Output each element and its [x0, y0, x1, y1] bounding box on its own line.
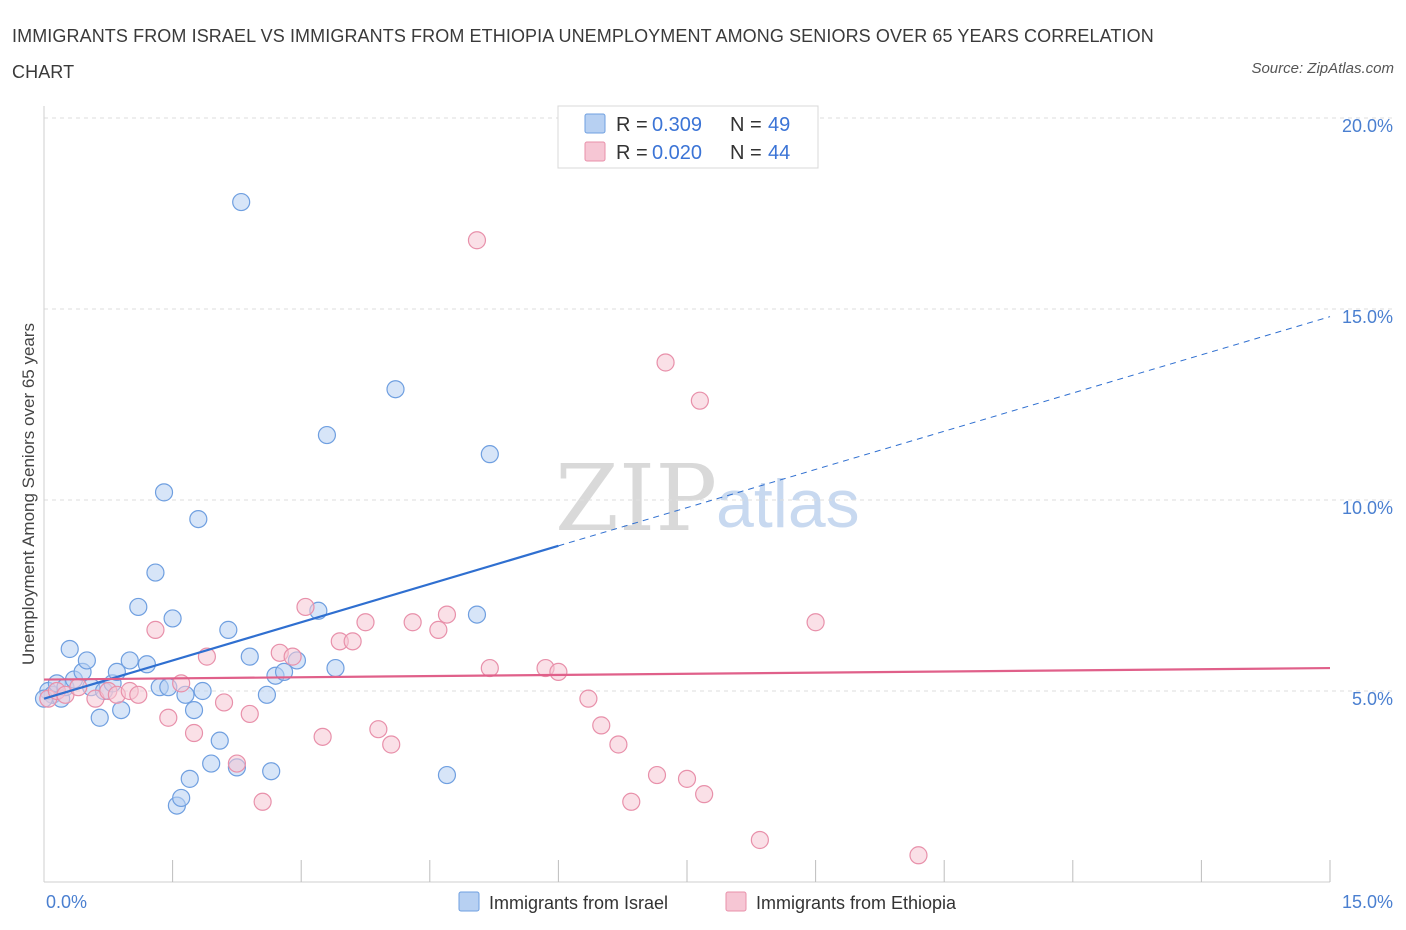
- point-israel: [317, 425, 337, 445]
- legend-n-value-ethiopia: 44: [768, 142, 790, 164]
- point-israel: [480, 445, 499, 464]
- trend-lines: [43, 316, 1331, 700]
- point-ethiopia: [677, 769, 697, 788]
- point-israel: [154, 483, 174, 502]
- point-israel: [77, 651, 96, 670]
- point-ethiopia: [909, 846, 928, 865]
- point-ethiopia: [240, 704, 259, 724]
- legend-swatch-israel: [584, 113, 606, 134]
- point-ethiopia: [437, 605, 457, 624]
- y-tick-label: 20.0%: [1342, 116, 1393, 136]
- point-ethiopia: [806, 613, 825, 632]
- point-israel: [326, 658, 345, 678]
- point-ethiopia: [429, 620, 448, 639]
- point-ethiopia: [369, 720, 388, 739]
- point-ethiopia: [343, 632, 362, 651]
- point-ethiopia: [579, 689, 598, 708]
- point-israel: [467, 605, 487, 624]
- point-ethiopia: [283, 647, 302, 666]
- stats-legend: R = 0.309 N = 49 R = 0.020 N = 44: [557, 105, 819, 169]
- point-ethiopia: [146, 620, 165, 639]
- point-ethiopia: [129, 685, 148, 704]
- x-ticks: [172, 860, 1331, 882]
- trend-line-israel-extension: [558, 316, 1331, 547]
- point-israel: [146, 563, 165, 582]
- point-israel: [172, 788, 191, 808]
- series-legend-swatch-israel: [458, 891, 480, 912]
- point-israel: [129, 597, 148, 617]
- point-ethiopia: [403, 613, 422, 632]
- point-ethiopia: [214, 693, 234, 712]
- x-tick-label: 0.0%: [46, 892, 87, 912]
- legend-n-value-israel: 49: [768, 114, 790, 136]
- point-ethiopia: [382, 735, 401, 754]
- series-legend-label-ethiopia: Immigrants from Ethiopia: [756, 893, 957, 913]
- point-israel: [163, 609, 182, 628]
- legend-r-label-ethiopia: R =: [616, 142, 648, 164]
- y-axis-label: Unemployment Among Seniors over 65 years: [19, 323, 38, 665]
- legend-swatch-ethiopia: [584, 141, 606, 162]
- point-israel: [184, 700, 204, 720]
- point-israel: [189, 509, 208, 529]
- point-ethiopia: [622, 792, 641, 811]
- chart-source: Source: ZipAtlas.com: [1251, 60, 1394, 77]
- watermark-zip: ZIP: [555, 445, 717, 552]
- point-ethiopia: [467, 231, 487, 250]
- legend-r-label-israel: R =: [616, 114, 648, 136]
- point-ethiopia: [656, 353, 675, 372]
- legend-r-value-ethiopia: 0.020: [652, 142, 702, 164]
- point-ethiopia: [159, 708, 178, 727]
- legend-n-label-ethiopia: N =: [730, 142, 762, 164]
- point-ethiopia: [609, 735, 628, 754]
- point-israel: [180, 769, 199, 788]
- y-tick-label: 15.0%: [1342, 307, 1393, 327]
- point-israel: [240, 647, 259, 666]
- point-ethiopia: [750, 830, 769, 850]
- watermark-atlas: atlas: [716, 466, 860, 542]
- point-israel: [232, 192, 251, 212]
- point-ethiopia: [647, 765, 667, 785]
- point-israel: [202, 754, 221, 773]
- point-ethiopia: [690, 391, 709, 410]
- point-ethiopia: [480, 658, 499, 678]
- point-israel: [112, 700, 131, 720]
- trend-line-israel: [43, 544, 559, 700]
- point-ethiopia: [313, 727, 332, 746]
- series-legend: Immigrants from Israel Immigrants from E…: [458, 891, 957, 913]
- point-ethiopia: [356, 613, 375, 632]
- point-israel: [60, 639, 79, 659]
- point-ethiopia: [253, 792, 272, 811]
- point-ethiopia: [227, 754, 246, 773]
- point-ethiopia: [296, 597, 315, 617]
- point-ethiopia: [695, 785, 714, 804]
- point-israel: [219, 620, 238, 639]
- y-tick-label: 10.0%: [1342, 498, 1393, 518]
- point-ethiopia: [592, 716, 611, 735]
- chart-title: IMMIGRANTS FROM ISRAEL VS IMMIGRANTS FRO…: [12, 26, 1154, 82]
- point-israel: [120, 651, 139, 670]
- trend-line-ethiopia: [43, 666, 1331, 681]
- series-legend-swatch-ethiopia: [725, 891, 747, 912]
- data-points: [34, 192, 928, 865]
- tick-labels: 5.0% 10.0% 15.0% 20.0% 0.0% 15.0%: [46, 116, 1393, 912]
- x-tick-label: 15.0%: [1342, 892, 1393, 912]
- point-israel: [437, 765, 457, 785]
- series-legend-label-israel: Immigrants from Israel: [489, 893, 668, 913]
- point-israel: [257, 685, 277, 704]
- point-ethiopia: [184, 723, 204, 743]
- point-israel: [210, 731, 229, 750]
- point-israel: [262, 762, 281, 781]
- point-israel: [193, 681, 212, 701]
- point-israel: [386, 380, 405, 399]
- point-israel: [274, 662, 294, 682]
- point-ethiopia: [549, 662, 568, 682]
- y-tick-label: 5.0%: [1352, 689, 1393, 709]
- legend-n-label-israel: N =: [730, 114, 762, 136]
- point-israel: [90, 708, 109, 727]
- legend-r-value-israel: 0.309: [652, 114, 702, 136]
